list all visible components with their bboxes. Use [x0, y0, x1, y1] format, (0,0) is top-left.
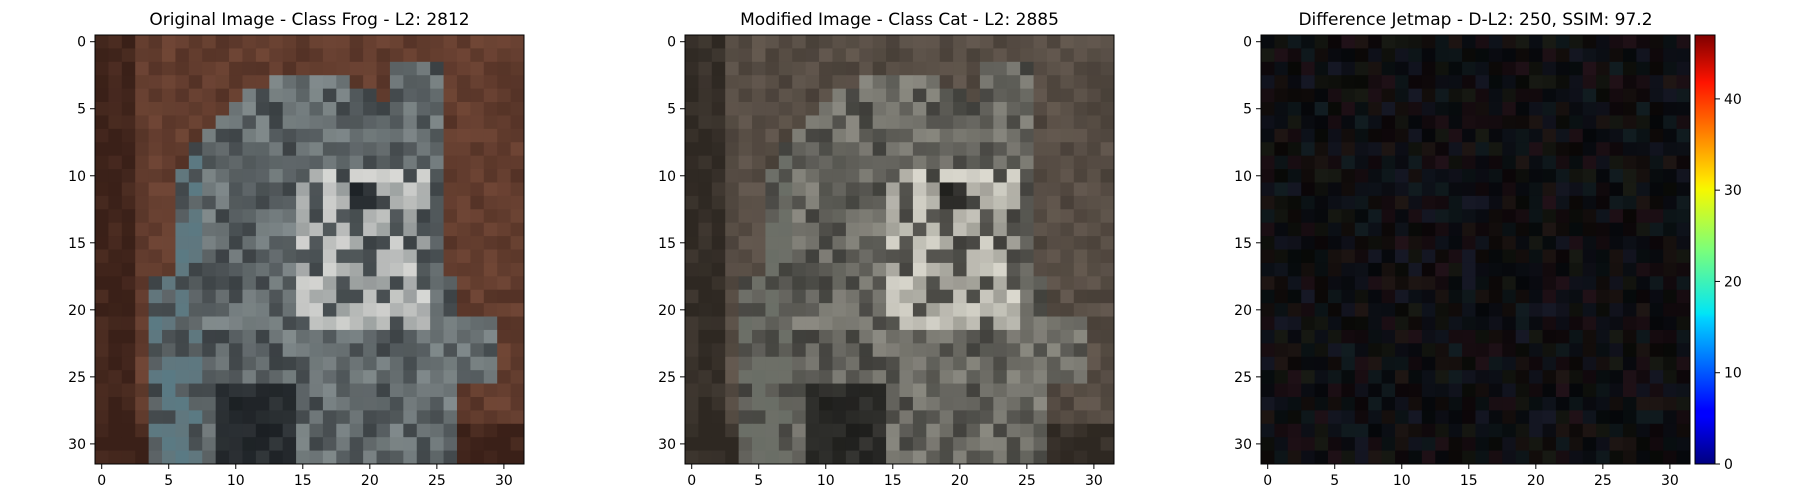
- x-tick-label: 25: [1018, 473, 1036, 489]
- y-tick-label: 10: [658, 169, 676, 185]
- y-tick-label: 0: [1243, 35, 1252, 51]
- x-tick-label: 10: [1393, 473, 1411, 489]
- x-tick-label: 30: [1661, 473, 1679, 489]
- x-tick-label: 0: [1263, 473, 1272, 489]
- y-tick-label: 15: [658, 236, 676, 252]
- x-tick-label: 0: [97, 473, 106, 489]
- x-tick-label: 20: [951, 473, 969, 489]
- colorbar-tick-label: 10: [1724, 366, 1742, 382]
- y-tick-label: 25: [658, 370, 676, 386]
- image-pixels: [685, 35, 1115, 465]
- y-tick-label: 20: [68, 303, 86, 319]
- colorbar: [1694, 34, 1716, 465]
- panel-title: Difference Jetmap - D-L2: 250, SSIM: 97.…: [1298, 10, 1652, 30]
- y-tick-label: 20: [658, 303, 676, 319]
- x-tick-label: 5: [754, 473, 763, 489]
- axes-frame: [1260, 34, 1691, 465]
- x-tick-label: 30: [1085, 473, 1103, 489]
- x-tick-label: 15: [884, 473, 902, 489]
- panel-title: Modified Image - Class Cat - L2: 2885: [740, 10, 1059, 30]
- y-tick-label: 15: [68, 236, 86, 252]
- colorbar-tick-label: 0: [1724, 457, 1733, 473]
- y-tick-label: 15: [1234, 236, 1252, 252]
- y-tick-label: 10: [1234, 169, 1252, 185]
- difference-pixels: [1261, 35, 1691, 465]
- y-tick-label: 25: [68, 370, 86, 386]
- x-tick-label: 0: [687, 473, 696, 489]
- y-tick-label: 0: [667, 35, 676, 51]
- axes-frame: [684, 34, 1115, 465]
- y-tick-label: 5: [667, 102, 676, 118]
- y-tick-label: 20: [1234, 303, 1252, 319]
- x-tick-label: 30: [495, 473, 513, 489]
- x-tick-label: 10: [817, 473, 835, 489]
- y-tick-label: 0: [77, 35, 86, 51]
- colorbar-tick-label: 20: [1724, 274, 1742, 290]
- y-tick-label: 25: [1234, 370, 1252, 386]
- colorbar-tick-label: 30: [1724, 183, 1742, 199]
- panel-title: Original Image - Class Frog - L2: 2812: [149, 10, 469, 30]
- axes-frame: [94, 34, 525, 465]
- y-tick-label: 10: [68, 169, 86, 185]
- x-tick-label: 20: [1527, 473, 1545, 489]
- x-tick-label: 15: [1460, 473, 1478, 489]
- x-tick-label: 5: [1330, 473, 1339, 489]
- x-tick-label: 10: [227, 473, 245, 489]
- y-tick-label: 30: [658, 437, 676, 453]
- y-tick-label: 5: [77, 102, 86, 118]
- image-pixels: [95, 35, 525, 465]
- x-tick-label: 25: [1594, 473, 1612, 489]
- y-tick-label: 5: [1243, 102, 1252, 118]
- y-tick-label: 30: [68, 437, 86, 453]
- x-tick-label: 15: [294, 473, 312, 489]
- x-tick-label: 25: [428, 473, 446, 489]
- x-tick-label: 20: [361, 473, 379, 489]
- y-tick-label: 30: [1234, 437, 1252, 453]
- x-tick-label: 5: [164, 473, 173, 489]
- colorbar-tick-label: 40: [1724, 92, 1742, 108]
